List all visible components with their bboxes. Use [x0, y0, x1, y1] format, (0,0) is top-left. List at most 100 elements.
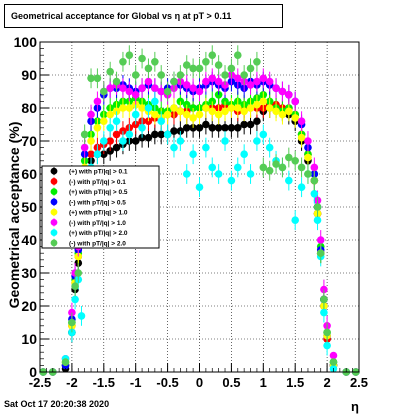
- data-point: [265, 104, 274, 112]
- x-axis-label: η: [351, 399, 359, 414]
- data-point: [221, 137, 229, 145]
- data-point: [138, 84, 146, 92]
- data-point: [163, 130, 172, 139]
- data-point: [214, 110, 223, 119]
- y-tick-label: 100: [14, 34, 38, 50]
- data-point: [227, 176, 236, 185]
- legend-entry-label: (+) with pT/|q| > 1.0: [69, 210, 128, 217]
- data-point: [93, 124, 102, 132]
- y-tick-label: 0: [29, 364, 37, 380]
- data-point: [112, 130, 121, 139]
- data-point: [195, 124, 204, 132]
- data-point: [259, 97, 268, 106]
- data-point: [227, 64, 236, 73]
- x-tick-label: -1: [130, 375, 142, 390]
- data-point: [106, 124, 114, 132]
- data-point: [240, 150, 248, 158]
- data-point: [272, 160, 280, 168]
- data-point: [291, 97, 300, 106]
- data-point: [316, 249, 325, 257]
- data-point: [182, 61, 191, 69]
- data-point: [310, 163, 319, 172]
- data-point: [313, 216, 322, 224]
- legend-entry-label: (-) with pT/|q| > 0.1: [69, 179, 126, 186]
- data-point: [291, 157, 300, 165]
- data-point: [233, 124, 242, 132]
- data-point: [208, 107, 217, 116]
- data-point: [272, 107, 280, 116]
- data-point: [112, 117, 121, 125]
- data-point: [151, 58, 159, 66]
- data-point: [246, 170, 255, 178]
- data-point: [272, 84, 280, 92]
- legend: (+) with pT/|q| > 0.1 (-) with pT/|q| > 0…: [41, 165, 160, 249]
- data-point: [253, 100, 261, 109]
- data-point: [208, 97, 217, 106]
- legend-box: [41, 165, 160, 249]
- data-point: [329, 358, 338, 366]
- data-point: [214, 77, 223, 86]
- y-tick-label: 40: [21, 232, 37, 248]
- data-point: [93, 150, 102, 158]
- data-point: [182, 124, 191, 132]
- data-point: [291, 114, 300, 122]
- data-point: [310, 176, 319, 185]
- y-tick-label: 60: [21, 166, 37, 182]
- data-point: [316, 236, 325, 244]
- data-point: [285, 176, 293, 185]
- x-tick-label: 1: [260, 375, 267, 390]
- legend-marker: [50, 198, 58, 206]
- series-8: [39, 45, 360, 376]
- data-point: [253, 137, 261, 145]
- data-point: [151, 130, 159, 139]
- data-point: [61, 358, 70, 366]
- data-point: [285, 153, 293, 162]
- legend-entry-label: (+) with pT/|q| > 0.1: [69, 169, 128, 176]
- data-point: [202, 143, 210, 152]
- data-point: [71, 295, 79, 304]
- legend-marker: [50, 218, 58, 226]
- x-tick-label: 0: [196, 375, 203, 390]
- data-point: [304, 137, 312, 145]
- data-point: [208, 51, 217, 59]
- legend-marker: [50, 167, 58, 175]
- data-point: [323, 341, 331, 350]
- data-point: [157, 117, 166, 125]
- x-tick-label: 1.5: [286, 375, 304, 390]
- data-point: [144, 133, 153, 142]
- data-point: [151, 110, 159, 119]
- data-point: [253, 77, 261, 86]
- data-point: [163, 87, 172, 96]
- x-tick-label: -2.5: [29, 375, 51, 390]
- y-tick-label: 20: [21, 298, 37, 314]
- data-point: [259, 163, 268, 172]
- data-point: [100, 137, 108, 145]
- data-point: [189, 150, 197, 158]
- data-point: [329, 351, 338, 360]
- data-point: [170, 143, 178, 152]
- data-point: [265, 166, 274, 175]
- data-point: [253, 117, 261, 125]
- data-point: [163, 110, 172, 119]
- y-tick-label: 50: [21, 199, 37, 215]
- data-point: [170, 127, 178, 135]
- legend-entry-label: (-) with pT/|q| > 0.5: [69, 199, 126, 206]
- data-point: [233, 163, 242, 172]
- data-point: [176, 71, 185, 79]
- data-point: [208, 124, 217, 132]
- data-point: [221, 71, 229, 79]
- data-point: [112, 77, 121, 86]
- legend-entry-label: (+) with pT/|q| > 0.5: [69, 189, 128, 196]
- y-tick-label: 70: [21, 133, 37, 149]
- data-point: [112, 143, 121, 152]
- data-point: [157, 87, 166, 96]
- data-point: [227, 124, 236, 132]
- data-point: [80, 143, 89, 152]
- data-point: [189, 84, 197, 92]
- data-point: [189, 64, 197, 73]
- data-point: [320, 295, 328, 304]
- data-point: [119, 84, 127, 92]
- data-point: [151, 97, 159, 106]
- data-point: [176, 107, 185, 116]
- data-point: [214, 170, 223, 178]
